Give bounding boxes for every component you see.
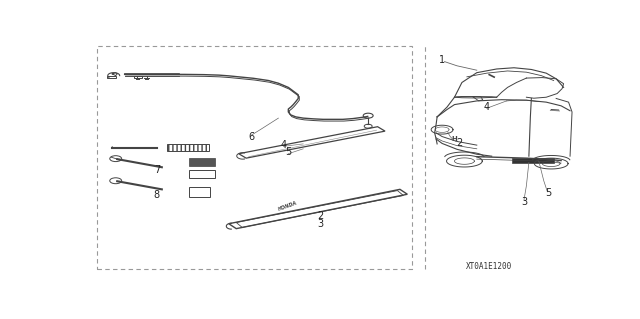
Bar bbox=[108, 76, 116, 78]
Bar bbox=[189, 187, 210, 197]
Text: 4: 4 bbox=[484, 102, 490, 112]
Text: XT0A1E1200: XT0A1E1200 bbox=[466, 262, 513, 271]
Bar bbox=[167, 144, 209, 151]
Text: H: H bbox=[451, 136, 457, 142]
Bar bbox=[511, 159, 554, 163]
Text: 2: 2 bbox=[317, 211, 324, 221]
Text: 5: 5 bbox=[545, 188, 552, 198]
Bar bbox=[134, 76, 141, 78]
Text: 3: 3 bbox=[521, 197, 527, 207]
Text: 2: 2 bbox=[456, 138, 463, 148]
Text: 3: 3 bbox=[317, 219, 324, 229]
Text: 7: 7 bbox=[154, 165, 160, 175]
Bar bbox=[97, 46, 412, 269]
Text: 8: 8 bbox=[154, 190, 160, 200]
Bar bbox=[189, 158, 215, 166]
Text: 5: 5 bbox=[285, 147, 291, 158]
Bar bbox=[189, 170, 215, 178]
Text: HONDA: HONDA bbox=[278, 201, 299, 212]
Text: 1: 1 bbox=[438, 55, 445, 65]
Text: 4: 4 bbox=[280, 140, 287, 150]
Text: 6: 6 bbox=[248, 131, 254, 142]
